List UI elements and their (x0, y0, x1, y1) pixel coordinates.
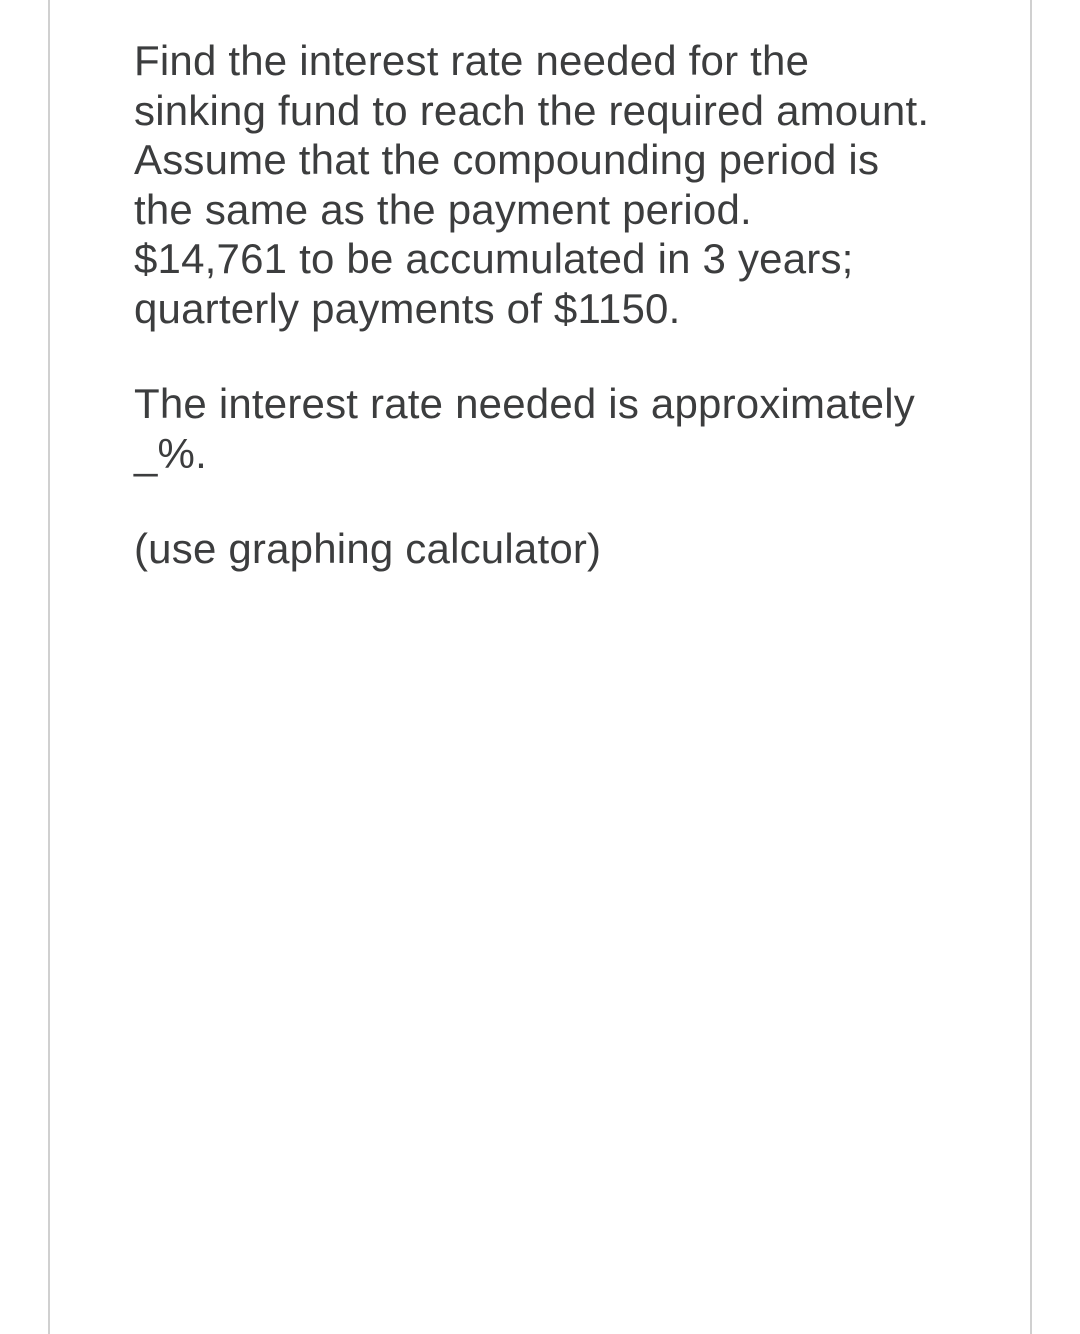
hint: (use graphing calculator) (134, 524, 946, 574)
problem-card: Find the interest rate needed for the si… (48, 0, 1032, 1334)
spacer (134, 478, 946, 524)
spacer (134, 333, 946, 379)
answer-prompt: The interest rate needed is approximatel… (134, 379, 946, 478)
page: Find the interest rate needed for the si… (0, 0, 1080, 1334)
problem-paragraph-1: Find the interest rate needed for the si… (134, 36, 946, 234)
problem-paragraph-2: $14,761 to be accumulated in 3 years; qu… (134, 234, 946, 333)
problem-text-block: Find the interest rate needed for the si… (134, 36, 946, 574)
